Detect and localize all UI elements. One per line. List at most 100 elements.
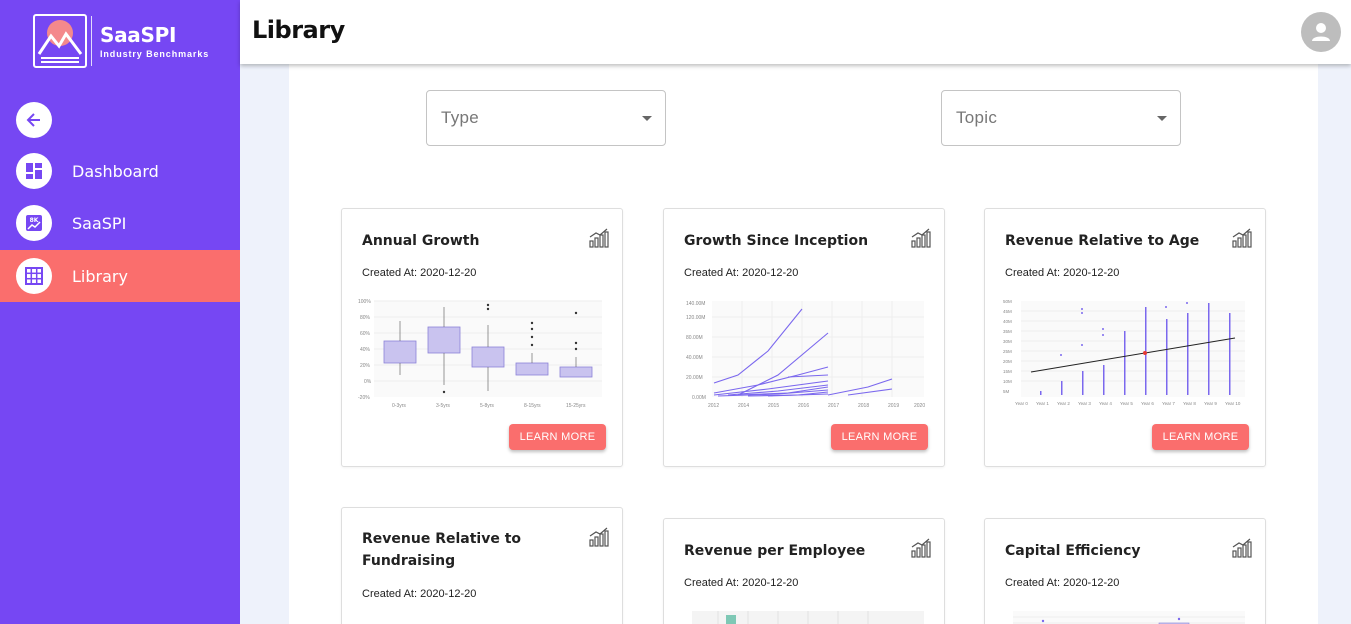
- card-chart-thumbnail: 140.00M 120.00M 80.00M 40.00M 20.00M 0.00M 2…: [686, 301, 925, 409]
- svg-text:Year 6: Year 6: [1141, 401, 1154, 406]
- svg-text:2015: 2015: [768, 403, 779, 409]
- saaspi-chart-icon: 8K: [26, 215, 42, 231]
- back-button[interactable]: [16, 102, 52, 138]
- card-chart-thumbnail: 50M 45M 40M 35M 30M 25M 20M 15M 10M 5M Year 0 Ye…: [1003, 299, 1245, 406]
- sidebar-item-library[interactable]: Library: [0, 250, 240, 302]
- svg-text:0-3yrs: 0-3yrs: [392, 403, 406, 409]
- svg-text:Year 9: Year 9: [1204, 401, 1217, 406]
- sidebar-item-saaspi[interactable]: 8K SaaSPI: [0, 197, 240, 249]
- card-chart-thumbnail: 100% 80% 60% 40% 20% 0% -20% 0-3yrs 3-5yrs 5-8y…: [358, 299, 602, 409]
- svg-text:2020: 2020: [914, 403, 925, 409]
- svg-text:35M: 35M: [1003, 329, 1012, 334]
- svg-text:2019: 2019: [888, 403, 899, 409]
- card-date: Created At: 2020-12-20: [684, 577, 799, 589]
- svg-text:15M: 15M: [1003, 369, 1012, 374]
- svg-text:Year 7: Year 7: [1162, 401, 1175, 406]
- sidebar: SaaSPI Industry Benchmarks Dashboard 8K: [0, 0, 240, 624]
- topic-select-label: Topic: [956, 108, 998, 127]
- top-header: Library: [240, 0, 1351, 64]
- svg-text:-20%: -20%: [358, 395, 370, 401]
- brand[interactable]: SaaSPI Industry Benchmarks: [33, 14, 209, 68]
- svg-text:60%: 60%: [360, 331, 371, 337]
- svg-text:Year 8: Year 8: [1183, 401, 1196, 406]
- page-title: Library: [252, 16, 345, 44]
- card-capital-efficiency[interactable]: Capital Efficiency Created At: 2020-12-2…: [984, 518, 1266, 624]
- learn-more-button[interactable]: LEARN MORE: [831, 424, 928, 450]
- card-date: Created At: 2020-12-20: [362, 267, 477, 279]
- learn-more-button[interactable]: LEARN MORE: [1152, 424, 1249, 450]
- card-revenue-relative-to-age[interactable]: Revenue Relative to Age Created At: 2020…: [984, 208, 1266, 467]
- svg-text:40%: 40%: [360, 347, 371, 353]
- card-title: Revenue per Employee: [684, 543, 866, 559]
- grid-icon: [25, 267, 43, 285]
- svg-text:0%: 0%: [364, 379, 372, 385]
- user-avatar-icon: [1312, 23, 1330, 41]
- learn-more-button[interactable]: LEARN MORE: [509, 424, 606, 450]
- card-annual-growth[interactable]: Annual Growth Created At: 2020-12-20 100…: [341, 208, 623, 467]
- card-chart-thumbnail: [692, 611, 924, 624]
- svg-text:15-25yrs: 15-25yrs: [566, 403, 586, 409]
- bar-chart-trend-icon: [589, 228, 609, 248]
- card-growth-since-inception[interactable]: Growth Since Inception Created At: 2020-…: [663, 208, 945, 467]
- type-select-label: Type: [441, 108, 480, 127]
- svg-text:3-5yrs: 3-5yrs: [436, 403, 450, 409]
- bar-chart-trend-icon: [1232, 228, 1252, 248]
- svg-text:Year 5: Year 5: [1120, 401, 1133, 406]
- svg-text:40.00M: 40.00M: [686, 355, 703, 361]
- svg-text:8-15yrs: 8-15yrs: [524, 403, 541, 409]
- svg-text:80%: 80%: [360, 315, 371, 321]
- svg-text:Year 3: Year 3: [1078, 401, 1091, 406]
- svg-text:40M: 40M: [1003, 319, 1012, 324]
- card-date: Created At: 2020-12-20: [684, 267, 799, 279]
- sidebar-item-label: Library: [72, 266, 128, 286]
- card-revenue-per-employee[interactable]: Revenue per Employee Created At: 2020-12…: [663, 518, 945, 624]
- svg-text:5M: 5M: [1003, 389, 1010, 394]
- dropdown-arrow-icon: [1157, 116, 1167, 121]
- card-title: Revenue Relative to Age: [1005, 233, 1200, 249]
- sidebar-item-dashboard[interactable]: Dashboard: [0, 145, 240, 197]
- brand-divider: [91, 16, 92, 66]
- bar-chart-trend-icon: [1232, 538, 1252, 558]
- svg-text:5-8yrs: 5-8yrs: [480, 403, 494, 409]
- brand-name: SaaSPI: [100, 22, 177, 47]
- svg-text:Year 4: Year 4: [1099, 401, 1112, 406]
- svg-text:8K: 8K: [30, 217, 39, 224]
- type-select[interactable]: Type: [426, 90, 666, 146]
- svg-text:Year 10: Year 10: [1225, 401, 1241, 406]
- bar-chart-trend-icon: [911, 228, 931, 248]
- svg-text:2014: 2014: [738, 403, 749, 409]
- svg-text:2016: 2016: [798, 403, 809, 409]
- arrow-left-icon: [26, 113, 40, 127]
- svg-text:80.00M: 80.00M: [686, 335, 703, 341]
- svg-text:30M: 30M: [1003, 339, 1012, 344]
- card-date: Created At: 2020-12-20: [1005, 577, 1120, 589]
- svg-text:120.00M: 120.00M: [686, 315, 705, 321]
- svg-text:20.00M: 20.00M: [686, 375, 703, 381]
- sidebar-item-label: Dashboard: [72, 161, 159, 181]
- card-date: Created At: 2020-12-20: [1005, 267, 1120, 279]
- bar-chart-trend-icon: [589, 527, 609, 547]
- card-date: Created At: 2020-12-20: [362, 588, 477, 600]
- card-chart-thumbnail: [1013, 611, 1245, 624]
- bar-chart-trend-icon: [911, 538, 931, 558]
- card-title: Annual Growth: [362, 233, 480, 249]
- card-title: Growth Since Inception: [684, 233, 869, 249]
- saaspi-logo-icon: [33, 14, 87, 68]
- topic-select[interactable]: Topic: [941, 90, 1181, 146]
- svg-text:25M: 25M: [1003, 349, 1012, 354]
- svg-text:10M: 10M: [1003, 379, 1012, 384]
- brand-subtitle: Industry Benchmarks: [100, 48, 210, 59]
- card-title: Revenue Relative to Fundraising: [362, 531, 522, 569]
- svg-text:2018: 2018: [858, 403, 869, 409]
- svg-text:Year 0: Year 0: [1015, 401, 1028, 406]
- card-title: Capital Efficiency: [1005, 543, 1141, 559]
- svg-text:20M: 20M: [1003, 359, 1012, 364]
- svg-text:2012: 2012: [708, 403, 719, 409]
- svg-text:Year 2: Year 2: [1057, 401, 1070, 406]
- svg-text:2017: 2017: [828, 403, 839, 409]
- sidebar-item-label: SaaSPI: [72, 213, 127, 233]
- avatar[interactable]: [1301, 12, 1341, 52]
- library-panel: Type Topic Annual Growth Created At: 202…: [289, 64, 1318, 624]
- card-revenue-relative-to-fundraising[interactable]: Revenue Relative to Fundraising Created …: [341, 507, 623, 624]
- svg-text:20%: 20%: [360, 363, 371, 369]
